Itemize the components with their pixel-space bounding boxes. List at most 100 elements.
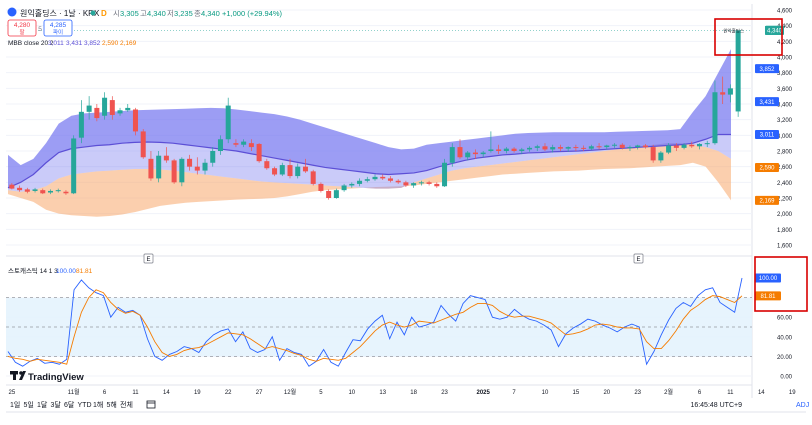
timeframe-button[interactable]: 6달 <box>64 401 75 409</box>
candle <box>534 144 540 151</box>
calendar-icon <box>146 400 156 409</box>
candle <box>132 107 138 136</box>
candle <box>357 178 363 187</box>
svg-text:원익홀딩스: 원익홀딩스 <box>723 27 744 34</box>
compare-button[interactable] <box>146 400 156 409</box>
time-axis[interactable]: 25 11월 6 11 14 19 22 27 12월 5 10 13 18 23 2025 7 10 15 20 2… <box>9 388 812 396</box>
time-tick-label: 22 <box>225 390 232 396</box>
tradingview-logo-text: TradingView <box>28 372 84 383</box>
bb-lower-fill <box>8 134 731 192</box>
candle <box>264 158 270 170</box>
last-price-name-tag: 원익홀딩스 <box>723 27 744 34</box>
candle <box>241 139 247 148</box>
candle <box>465 151 471 161</box>
clock[interactable]: 16:45:48 UTC+9 <box>690 402 742 409</box>
stoch-band <box>6 297 752 357</box>
price-axis[interactable]: 1,600 1,800 2,000 2,200 2,400 2,600 2,800 3,000… <box>777 9 793 250</box>
candle <box>604 144 610 150</box>
candle <box>24 187 30 194</box>
stoch-legend-label[interactable]: 스토캐스틱 14 1 3 <box>8 267 58 275</box>
candle <box>40 188 46 195</box>
candle <box>55 188 61 193</box>
candle <box>47 189 54 195</box>
candle <box>202 158 208 175</box>
candle <box>704 140 710 148</box>
stoch-axis[interactable]: 0.00 20.00 40.00 60.00 <box>777 316 793 381</box>
candle <box>573 144 579 151</box>
candle <box>650 144 656 163</box>
candle <box>287 158 293 179</box>
candle <box>627 145 633 151</box>
time-tick-label: 15 <box>573 390 580 396</box>
candle <box>9 183 15 190</box>
candle <box>225 97 231 144</box>
time-tick-label: 19 <box>789 390 796 396</box>
candle <box>712 80 718 145</box>
candle <box>380 174 386 180</box>
candle <box>117 107 123 116</box>
bb-lower-tag: 3,011 <box>755 129 779 139</box>
svg-text:3,852: 3,852 <box>759 67 775 73</box>
timeframe-button[interactable]: 5해 <box>107 400 117 409</box>
event-marker-1[interactable] <box>143 253 154 264</box>
time-tick-label: 7 <box>512 390 516 396</box>
stoch-k-tag: 100.00 <box>755 273 781 283</box>
timeframe-button[interactable]: 1해 <box>93 400 103 409</box>
event-marker-2[interactable] <box>633 253 644 264</box>
candle <box>557 144 563 151</box>
candle <box>727 84 733 103</box>
candle <box>503 147 509 154</box>
candle <box>326 189 332 200</box>
bb-legend-value-1: 3,011 <box>48 40 64 47</box>
time-tick-label: 11 <box>132 390 139 396</box>
highlight-box-stoch <box>754 256 808 312</box>
price-tags: 4,340 원익홀딩스 3,852 3,431 3,011 2,590 2,169 100.0… <box>723 25 784 301</box>
time-tick-label: 27 <box>256 390 263 396</box>
price-tick-label: 2,200 <box>777 197 793 203</box>
adj-toggle[interactable]: ADJ <box>796 402 809 409</box>
time-tick-label: 18 <box>410 390 417 396</box>
candle <box>496 144 502 155</box>
candle <box>635 144 641 150</box>
symbol-logo-icon[interactable] <box>7 7 17 17</box>
svg-text:100.00: 100.00 <box>759 276 778 282</box>
price-tick-label: 2,800 <box>777 150 793 156</box>
event-marker-1-label: E <box>146 257 150 263</box>
highlight-box-price <box>714 18 783 56</box>
candle <box>596 143 602 150</box>
price-tick-label: 3,400 <box>777 103 793 109</box>
candle <box>550 144 556 153</box>
candle <box>449 143 455 167</box>
candle <box>63 190 69 195</box>
candle <box>194 157 200 175</box>
ticker-title[interactable]: 원익홀딩스 · 1날 · KRX <box>20 8 100 18</box>
buy-button[interactable] <box>43 19 73 37</box>
candle <box>102 92 108 120</box>
stoch-tick-label: 40.00 <box>777 335 793 341</box>
last-price-value-tag: 4,340 <box>765 25 784 35</box>
timeframe-button[interactable]: 1일 <box>10 400 20 409</box>
candle <box>32 187 38 193</box>
timeframe-bar: 1일 5일 1달 3달 6달 YTD 1해 5해 전체 <box>10 400 133 409</box>
candle <box>179 157 185 187</box>
timeframe-button[interactable]: 1달 <box>37 401 48 409</box>
candle <box>642 143 648 149</box>
candle <box>658 151 664 163</box>
stoch-tick-label: 20.00 <box>777 355 793 361</box>
tradingview-logo[interactable]: TradingView <box>10 371 84 383</box>
sell-button[interactable] <box>7 19 37 37</box>
bb-legend-label[interactable]: MBB close 20 2 <box>8 40 54 47</box>
timeframe-button[interactable]: 5일 <box>24 400 34 409</box>
stoch-d-line <box>7 289 743 365</box>
timeframe-button[interactable]: 전체 <box>120 400 133 409</box>
timeframe-button[interactable]: 3달 <box>51 401 62 409</box>
timeframe-button[interactable]: YTD <box>78 402 92 409</box>
ohlc-open-label: 시 <box>113 9 120 18</box>
sell-label: 팔 <box>19 29 24 36</box>
price-tick-label: 3,600 <box>777 87 793 93</box>
candle <box>295 163 301 179</box>
time-tick-label: 13 <box>379 390 386 396</box>
candle <box>542 143 548 151</box>
